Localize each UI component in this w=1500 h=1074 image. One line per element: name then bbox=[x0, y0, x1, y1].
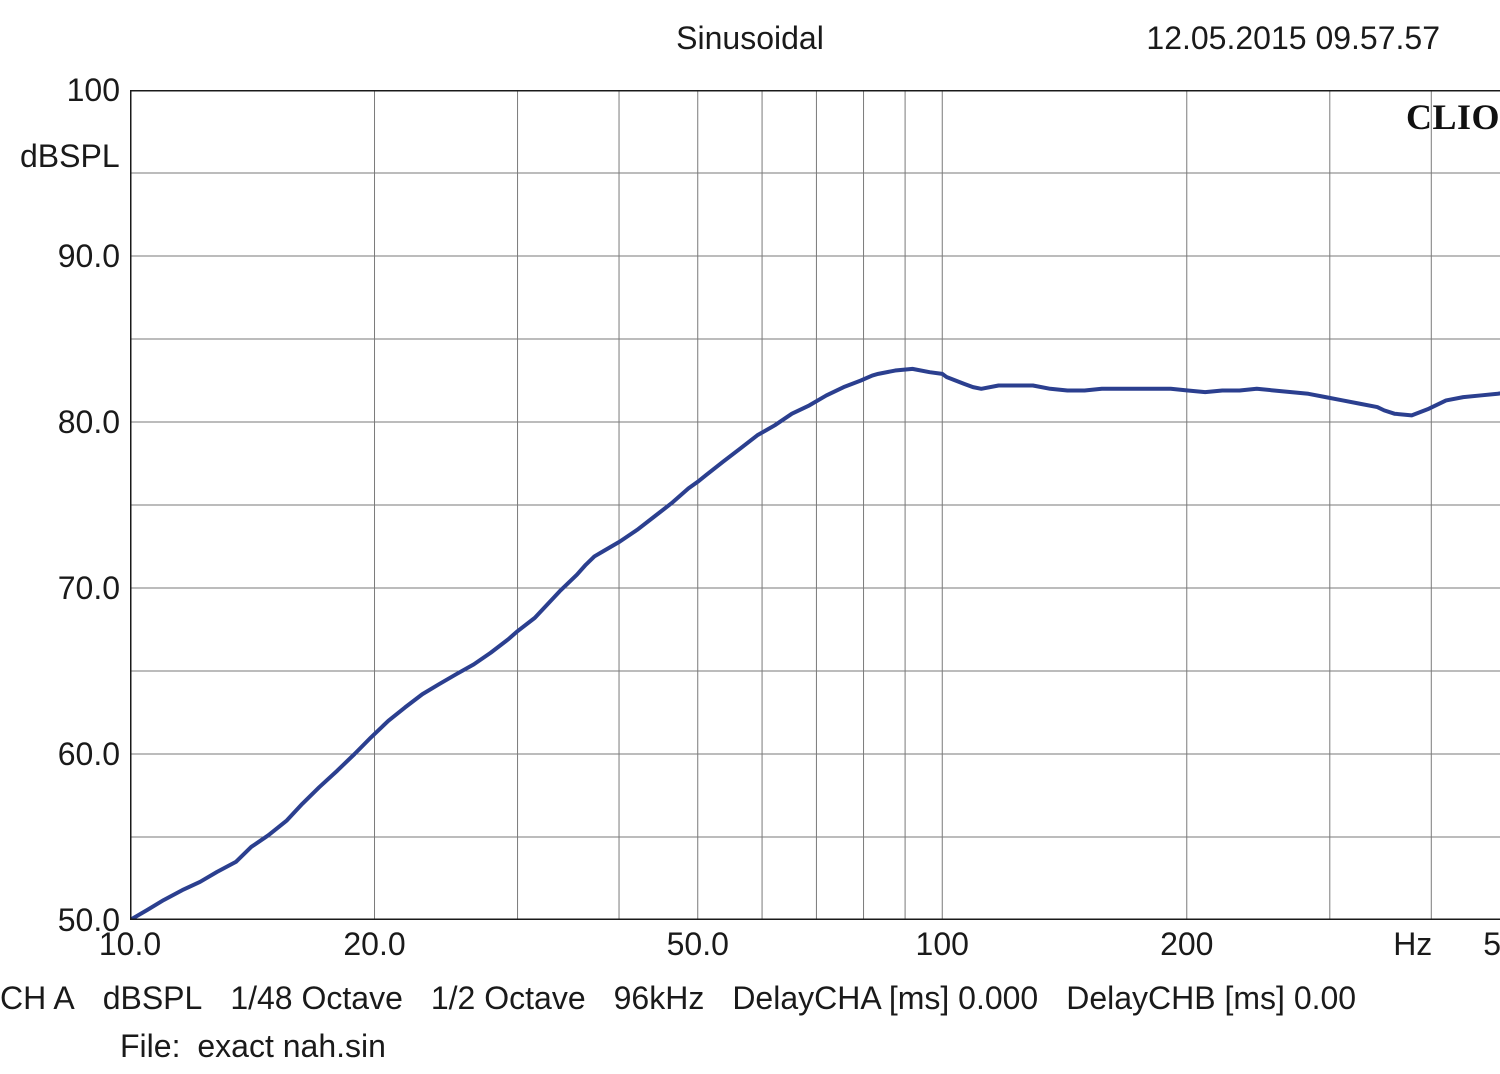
y-tick-label: 70.0 bbox=[10, 570, 120, 607]
y-axis-unit-label: dBSPL bbox=[20, 138, 120, 175]
chart-plot-area: CLIO bbox=[130, 90, 1500, 920]
chart-header: Sinusoidal 12.05.2015 09.57.57 bbox=[0, 20, 1500, 70]
footer-segment: DelayCHA [ms] 0.000 bbox=[732, 980, 1038, 1016]
x-tick-label: 500 bbox=[1465, 926, 1500, 963]
y-tick-label: 80.0 bbox=[10, 404, 120, 441]
footer-segment: DelayCHB [ms] 0.00 bbox=[1066, 980, 1356, 1016]
file-label: File: bbox=[120, 1028, 180, 1064]
chart-footer-file: File: exact nah.sin bbox=[120, 1028, 386, 1065]
x-tick-label: 100 bbox=[897, 926, 987, 963]
y-tick-label: 90.0 bbox=[10, 238, 120, 275]
footer-segment: CH A bbox=[0, 980, 75, 1016]
y-tick-label: 100 bbox=[10, 72, 120, 109]
brand-label: CLIO bbox=[1406, 96, 1500, 138]
x-tick-label: 10.0 bbox=[85, 926, 175, 963]
x-axis-unit-text: Hz bbox=[1393, 926, 1432, 963]
x-tick-label: 50.0 bbox=[653, 926, 743, 963]
footer-segment: 1/48 Octave bbox=[230, 980, 403, 1016]
x-tick-label: 200 bbox=[1142, 926, 1232, 963]
chart-footer-info: CH A dBSPL 1/48 Octave 1/2 Octave 96kHz Delay… bbox=[0, 980, 1384, 1017]
chart-timestamp: 12.05.2015 09.57.57 bbox=[1146, 20, 1440, 57]
y-tick-label: 60.0 bbox=[10, 736, 120, 773]
footer-segment: 1/2 Octave bbox=[431, 980, 586, 1016]
footer-segment: 96kHz bbox=[614, 980, 705, 1016]
file-name: exact nah.sin bbox=[197, 1028, 386, 1064]
x-tick-label: 20.0 bbox=[330, 926, 420, 963]
footer-segment: dBSPL bbox=[103, 980, 203, 1016]
chart-svg bbox=[130, 90, 1500, 920]
